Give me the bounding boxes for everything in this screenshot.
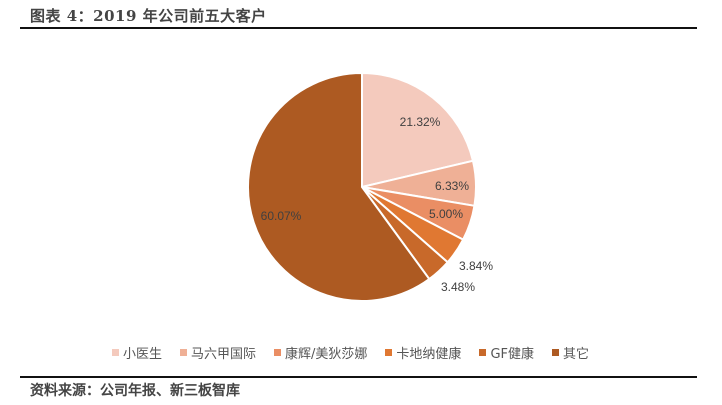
slice-label: 3.48% [441, 280, 475, 294]
legend-item: 马六甲国际 [180, 343, 256, 362]
legend-swatch-icon [552, 349, 559, 356]
legend-label: 小医生 [123, 347, 163, 362]
legend-swatch-icon [112, 349, 119, 356]
title-divider [20, 27, 697, 29]
pie-slice [361, 71, 475, 189]
source-note: 资料来源：公司年报、新三板智库 [30, 383, 240, 399]
slice-label: 60.07% [261, 209, 302, 223]
slice-label: 5.00% [429, 207, 463, 221]
legend-swatch-icon [385, 349, 393, 356]
legend-label: GF健康 [490, 347, 534, 362]
legend-item: 康辉/美狄莎娜 [274, 343, 367, 362]
figure-title: 图表 4：2019 年公司前五大客户 [30, 7, 267, 25]
legend-label: 其它 [563, 347, 590, 362]
legend-item: 卡地纳健康 [385, 343, 461, 362]
legend-item: 小医生 [112, 343, 162, 362]
legend-swatch-icon [274, 349, 282, 356]
chart-legend: 小医生 马六甲国际 康辉/美狄莎娜 卡地纳健康 GF健康 其它 [112, 343, 589, 362]
legend-swatch-icon [479, 349, 487, 356]
pie-chart: 21.32% 6.33% 5.00% 3.84% 3.48% 60.07% [247, 71, 493, 302]
slice-label: 21.32% [400, 115, 441, 129]
footer-divider [20, 376, 697, 378]
pie-slice [247, 71, 431, 302]
slice-label: 6.33% [435, 179, 469, 193]
legend-swatch-icon [180, 349, 188, 356]
legend-label: 卡地纳健康 [396, 347, 462, 362]
slice-label: 3.84% [459, 259, 493, 273]
legend-item: GF健康 [479, 343, 534, 362]
legend-label: 康辉/美狄莎娜 [285, 347, 368, 362]
legend-item: 其它 [552, 343, 589, 362]
legend-label: 马六甲国际 [191, 347, 257, 362]
